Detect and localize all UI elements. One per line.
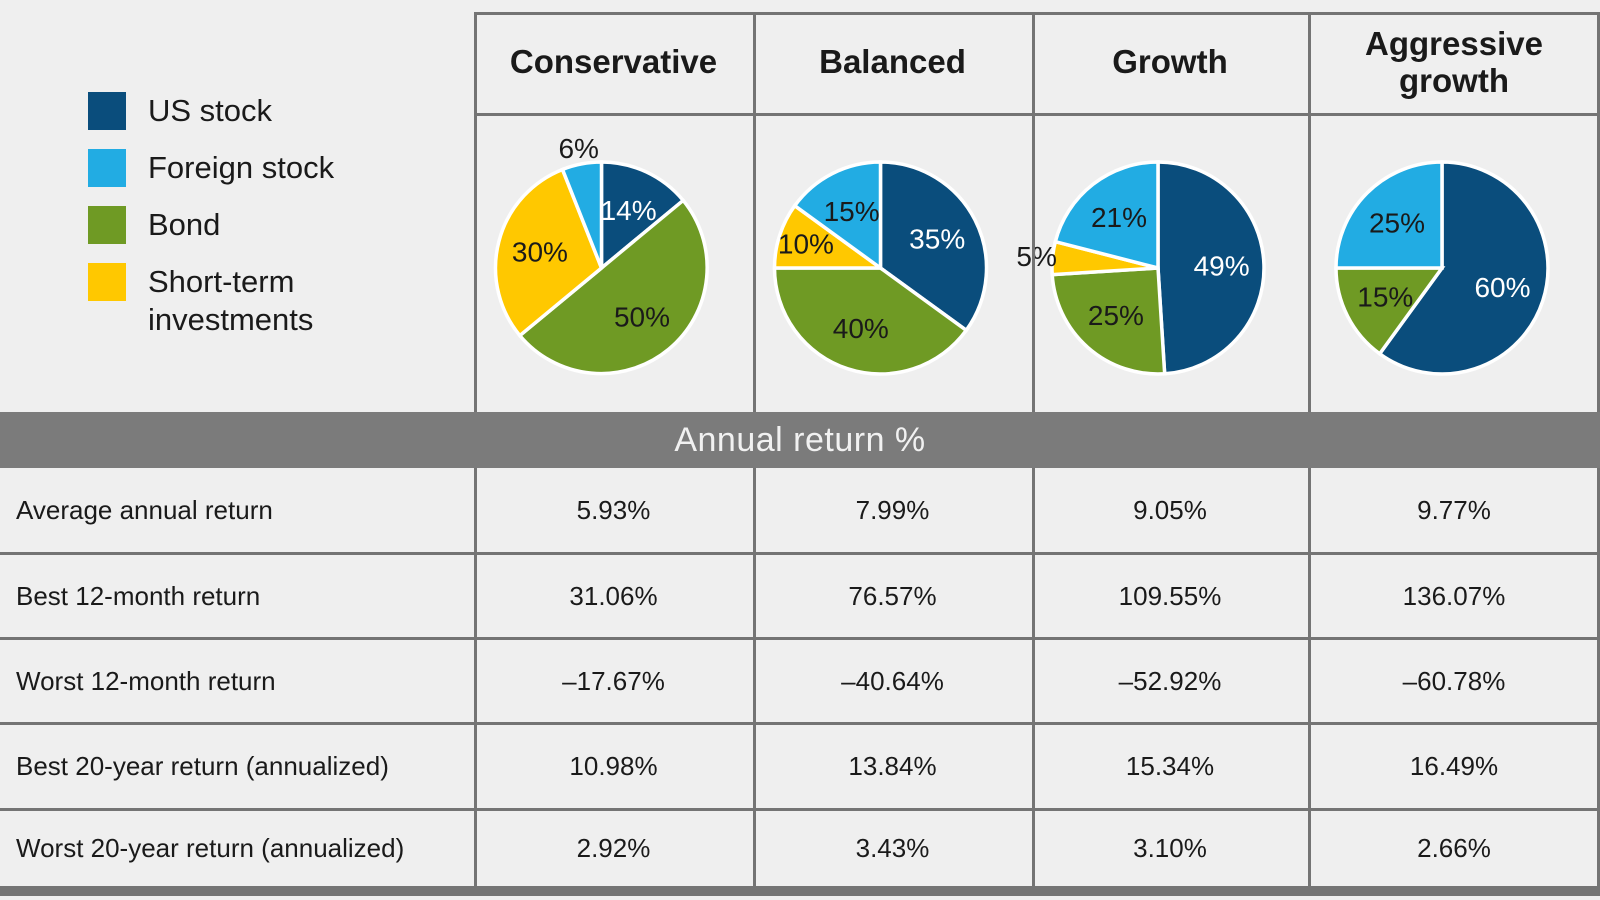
value-growth-worst-20-year-return-annualized-: 3.10% — [1133, 833, 1207, 863]
pie-slice-value-label: 15% — [824, 196, 880, 227]
pie-slice-value-label: 14% — [601, 195, 657, 226]
row-border — [474, 113, 1600, 116]
pie-slice-conservative-short-term-investments — [493, 167, 604, 339]
row-label-worst-12-month-return: Worst 12-month return — [16, 665, 276, 696]
legend-item-short-term-investments: Short-term investments — [88, 263, 398, 339]
pie-slice-conservative-bond — [517, 197, 709, 376]
legend-item-bond: Bond — [88, 206, 398, 244]
legend-label: Short-term investments — [148, 264, 314, 337]
bottom-border-bar — [0, 886, 1600, 896]
pie-slice-growth-foreign-stock — [1053, 160, 1160, 271]
bond-swatch — [88, 206, 126, 244]
value-growth-best-12-month-return: 109.55% — [1118, 580, 1222, 611]
pie-slice-aggressive-growth-bond — [1334, 266, 1446, 357]
pie-slice-value-label: 60% — [1474, 272, 1530, 303]
pie-slice-value-label: 25% — [1088, 300, 1144, 331]
pie-slice-aggressive-growth-us-stock — [1377, 160, 1550, 376]
pie-slice-value-label: 40% — [833, 313, 889, 344]
pie-slice-value-label: 6% — [558, 133, 598, 164]
value-growth-worst-12-month-return: –52.92% — [1118, 665, 1222, 696]
pie-slice-value-label: 49% — [1194, 251, 1250, 282]
row-label-worst-20-year-return-annualized-: Worst 20-year return (annualized) — [16, 833, 405, 863]
column-header-aggressive-growth: Aggressive growth — [1365, 24, 1543, 99]
row-border — [0, 808, 1600, 811]
column-header-growth: Growth — [1112, 43, 1228, 81]
row-label-best-12-month-return: Best 12-month return — [16, 580, 261, 611]
pie-slice-growth-us-stock — [1156, 160, 1266, 376]
pie-slice-value-label: 10% — [778, 228, 834, 259]
pie-slice-balanced-us-stock — [878, 160, 989, 333]
value-growth-average-annual-return: 9.05% — [1133, 494, 1207, 525]
annual-return-banner: Annual return % — [0, 412, 1600, 468]
legend-item-foreign-stock: Foreign stock — [88, 149, 398, 187]
foreign-stock-swatch — [88, 149, 126, 187]
value-conservative-average-annual-return: 5.93% — [576, 494, 651, 525]
value-conservative-best-20-year-return-annualized-: 10.98% — [569, 751, 658, 781]
row-label-average-annual-return: Average annual return — [16, 494, 273, 525]
pie-chart-growth: 49% 25% 5% 21% — [1016, 160, 1266, 376]
row-border — [0, 637, 1600, 640]
value-aggressive-growth-best-20-year-return-annualized-: 16.49% — [1409, 751, 1499, 781]
value-aggressive-growth-worst-20-year-return-annualized-: 2.66% — [1417, 833, 1491, 863]
pie-slice-growth-bond — [1050, 266, 1167, 376]
value-aggressive-growth-worst-12-month-return: –60.78% — [1402, 665, 1506, 696]
legend-label: Foreign stock — [148, 150, 335, 185]
value-balanced-best-12-month-return: 76.57% — [848, 580, 937, 611]
value-balanced-worst-12-month-return: –40.64% — [841, 665, 944, 696]
pie-slice-value-label: 5% — [1016, 241, 1056, 272]
pie-slice-conservative-foreign-stock — [560, 160, 604, 269]
value-growth-best-20-year-return-annualized-: 15.34% — [1125, 751, 1215, 781]
row-border — [474, 12, 1600, 15]
us-stock-swatch — [88, 92, 126, 130]
pie-slice-conservative-us-stock — [599, 160, 686, 272]
value-balanced-best-20-year-return-annualized-: 13.84% — [848, 751, 937, 781]
value-aggressive-growth-average-annual-return: 9.77% — [1417, 494, 1491, 525]
pie-slice-balanced-foreign-stock — [792, 160, 883, 272]
value-balanced-worst-20-year-return-annualized-: 3.43% — [855, 833, 930, 863]
pie-chart-aggressive-growth: 60% 15% 25% — [1334, 160, 1550, 376]
pie-slice-value-label: 15% — [1357, 281, 1413, 312]
value-aggressive-growth-best-12-month-return: 136.07% — [1402, 580, 1506, 611]
row-border — [0, 722, 1600, 725]
value-conservative-worst-20-year-return-annualized-: 2.92% — [576, 833, 651, 863]
pie-slice-value-label: 50% — [614, 302, 670, 333]
pie-slice-value-label: 30% — [512, 237, 568, 268]
row-label-best-20-year-return-annualized-: Best 20-year return (annualized) — [16, 751, 389, 781]
column-header-conservative: Conservative — [509, 43, 718, 81]
pie-chart-conservative: 14% 50% 30% 6% — [493, 133, 709, 376]
column-header-balanced: Balanced — [819, 43, 966, 81]
pie-chart-balanced: 35% 40% 10%15% — [772, 160, 989, 376]
pie-slice-aggressive-growth-foreign-stock — [1334, 160, 1444, 270]
row-border — [0, 552, 1600, 555]
pie-slice-value-label: 25% — [1369, 208, 1425, 239]
pie-slice-value-label: 21% — [1091, 202, 1147, 233]
asset-class-legend: US stock Foreign stock Bond Short-term inve… — [88, 92, 398, 358]
pie-slice-value-label: 35% — [909, 224, 965, 255]
value-conservative-worst-12-month-return: –17.67% — [562, 665, 665, 696]
value-balanced-average-annual-return: 7.99% — [855, 494, 930, 525]
legend-label: Bond — [148, 207, 221, 242]
annual-return-banner-label: Annual return % — [674, 420, 926, 459]
value-conservative-best-12-month-return: 31.06% — [569, 580, 658, 611]
short-term-investments-swatch — [88, 263, 126, 301]
legend-item-us-stock: US stock — [88, 92, 398, 130]
pie-slice-balanced-bond — [772, 266, 969, 376]
legend-label: US stock — [148, 93, 273, 128]
